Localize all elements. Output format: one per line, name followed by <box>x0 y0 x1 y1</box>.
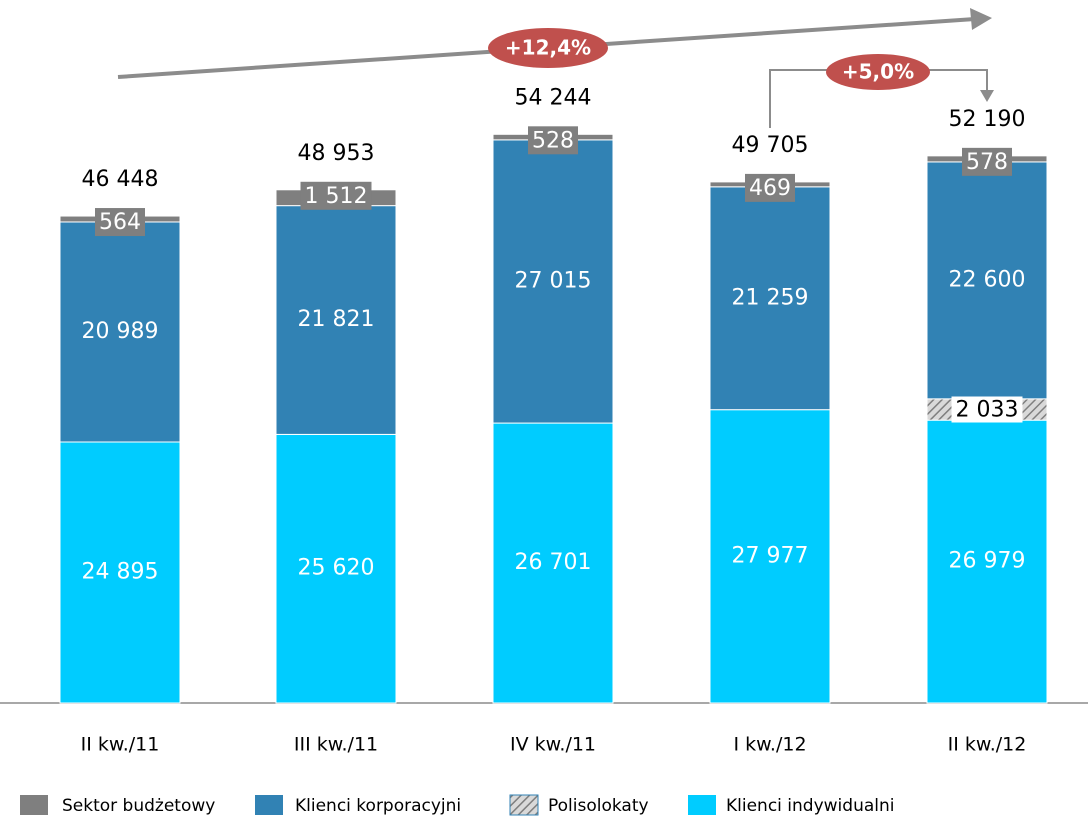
label-box <box>300 181 372 210</box>
legend-swatch <box>20 795 48 815</box>
value-label: 25 620 <box>298 556 375 581</box>
legend-label: Polisolokaty <box>548 796 649 816</box>
annotation: +5,0% <box>842 60 914 84</box>
legend-swatch <box>509 794 539 816</box>
total-label: 46 448 <box>82 167 159 192</box>
value-label: 21 259 <box>732 285 809 310</box>
label-box <box>962 147 1012 176</box>
legend-label: Klienci indywidualni <box>726 796 894 816</box>
value-label: 20 989 <box>82 319 159 344</box>
trend-arrow: +12,4% <box>117 8 992 79</box>
bar-segment <box>926 419 1048 704</box>
bar-segment <box>492 422 614 704</box>
bracket-arrow: +5,0% <box>769 54 994 128</box>
bar-segment <box>59 441 181 704</box>
legend-label: Sektor budżetowy <box>62 796 215 816</box>
bar-segment <box>926 161 1048 400</box>
legend-label: Klienci korporacyjni <box>295 796 461 816</box>
x-tick-label: I kw./12 <box>733 734 806 756</box>
bar-segment <box>709 409 831 704</box>
label-box <box>745 173 795 202</box>
label-box <box>951 396 1023 423</box>
label-box <box>95 208 145 237</box>
value-label: 21 821 <box>298 307 375 332</box>
total-label: 48 953 <box>298 141 375 166</box>
value-label: 578 <box>966 150 1008 175</box>
total-label: 52 190 <box>949 107 1026 132</box>
bar-segment <box>59 221 181 443</box>
bar-segment <box>275 433 397 704</box>
x-tick-label: III kw./11 <box>294 734 378 756</box>
value-label: 26 979 <box>949 549 1026 574</box>
value-label: 22 600 <box>949 267 1026 292</box>
value-label: 564 <box>99 210 141 235</box>
value-label: 24 895 <box>82 560 159 585</box>
x-tick-label: II kw./11 <box>81 734 160 756</box>
value-label: 26 701 <box>515 550 592 575</box>
bar-segment <box>709 186 831 411</box>
bar-segment <box>275 205 397 435</box>
total-label: 49 705 <box>732 133 809 158</box>
label-box <box>528 126 578 155</box>
value-label: 469 <box>749 176 791 201</box>
value-label: 27 015 <box>515 268 592 293</box>
value-label: 528 <box>532 128 574 153</box>
x-tick-label: IV kw./11 <box>510 734 596 756</box>
total-label: 54 244 <box>515 85 592 110</box>
legend-swatch <box>688 795 716 815</box>
x-tick-label: II kw./12 <box>948 734 1027 756</box>
value-label: 27 977 <box>732 543 809 568</box>
value-label: 1 512 <box>305 184 368 209</box>
legend-swatch <box>255 795 283 815</box>
annotation: +12,4% <box>505 36 591 60</box>
value-label: 2 033 <box>956 397 1019 422</box>
